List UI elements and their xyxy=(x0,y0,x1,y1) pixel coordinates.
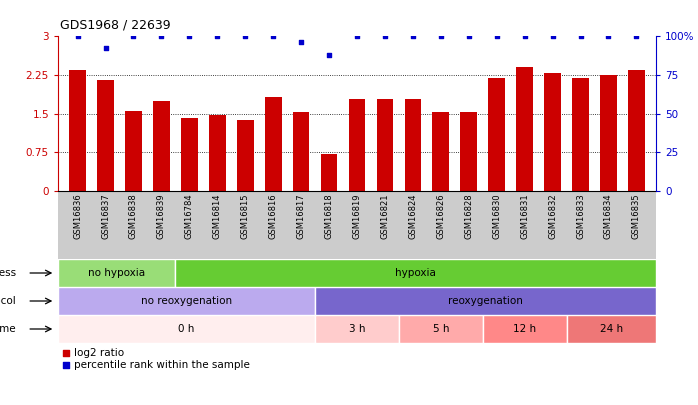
Point xyxy=(211,33,223,39)
Bar xyxy=(572,78,589,191)
Text: GSM16826: GSM16826 xyxy=(436,194,445,239)
Bar xyxy=(69,70,86,191)
Bar xyxy=(181,117,198,191)
Text: GSM16833: GSM16833 xyxy=(576,194,585,239)
Bar xyxy=(265,97,281,191)
Point xyxy=(463,33,475,39)
Text: GSM16819: GSM16819 xyxy=(352,194,362,239)
Point xyxy=(323,51,334,58)
Text: GSM16817: GSM16817 xyxy=(297,194,306,239)
Point xyxy=(100,45,111,52)
Text: GSM16830: GSM16830 xyxy=(492,194,501,239)
Text: GDS1968 / 22639: GDS1968 / 22639 xyxy=(60,19,170,32)
Text: GSM16824: GSM16824 xyxy=(408,194,417,239)
Bar xyxy=(320,154,337,191)
Point xyxy=(547,33,558,39)
Point xyxy=(128,33,139,39)
Text: no hypoxia: no hypoxia xyxy=(88,268,145,278)
Bar xyxy=(600,75,617,191)
Bar xyxy=(97,80,114,191)
Text: 24 h: 24 h xyxy=(600,324,623,334)
Text: 0 h: 0 h xyxy=(179,324,195,334)
Point xyxy=(491,33,503,39)
Text: GSM16835: GSM16835 xyxy=(632,194,641,239)
Bar xyxy=(433,113,450,191)
Bar xyxy=(209,115,225,191)
Bar xyxy=(315,315,399,343)
Bar xyxy=(517,67,533,191)
Point xyxy=(351,33,362,39)
Text: stress: stress xyxy=(0,268,16,278)
Bar xyxy=(483,315,567,343)
Point xyxy=(267,33,279,39)
Point xyxy=(295,39,306,45)
Text: 3 h: 3 h xyxy=(349,324,365,334)
Bar xyxy=(292,113,309,191)
Point xyxy=(436,33,447,39)
Text: log2 ratio: log2 ratio xyxy=(74,348,124,358)
Bar xyxy=(153,100,170,191)
Bar xyxy=(405,99,422,191)
Point xyxy=(184,33,195,39)
Text: GSM16839: GSM16839 xyxy=(157,194,166,239)
Bar xyxy=(237,120,253,191)
Bar xyxy=(461,113,477,191)
Text: GSM16814: GSM16814 xyxy=(213,194,222,239)
Point xyxy=(519,33,530,39)
Text: reoxygenation: reoxygenation xyxy=(448,296,523,306)
Text: GSM16821: GSM16821 xyxy=(380,194,389,239)
Bar xyxy=(628,70,645,191)
Bar xyxy=(315,287,656,315)
Text: no reoxygenation: no reoxygenation xyxy=(141,296,232,306)
Point xyxy=(61,350,72,356)
Bar xyxy=(376,99,394,191)
Bar xyxy=(567,315,656,343)
Bar xyxy=(125,111,142,191)
Point xyxy=(379,33,390,39)
Text: GSM16834: GSM16834 xyxy=(604,194,613,239)
Text: GSM16838: GSM16838 xyxy=(129,194,138,239)
Bar xyxy=(58,287,315,315)
Point xyxy=(575,33,586,39)
Bar xyxy=(399,315,483,343)
Point xyxy=(156,33,167,39)
Text: 5 h: 5 h xyxy=(433,324,449,334)
Text: time: time xyxy=(0,324,16,334)
Text: GSM16831: GSM16831 xyxy=(520,194,529,239)
Text: GSM16816: GSM16816 xyxy=(269,194,278,239)
Point xyxy=(408,33,419,39)
Text: GSM16832: GSM16832 xyxy=(548,194,557,239)
Point xyxy=(61,362,72,368)
Text: protocol: protocol xyxy=(0,296,16,306)
Bar xyxy=(58,315,315,343)
Bar xyxy=(348,99,365,191)
Text: GSM16837: GSM16837 xyxy=(101,194,110,239)
Point xyxy=(72,33,83,39)
Point xyxy=(239,33,251,39)
Text: GSM16815: GSM16815 xyxy=(241,194,250,239)
Text: GSM16818: GSM16818 xyxy=(325,194,334,239)
Text: percentile rank within the sample: percentile rank within the sample xyxy=(74,360,250,370)
Text: GSM16836: GSM16836 xyxy=(73,194,82,239)
Text: GSM16828: GSM16828 xyxy=(464,194,473,239)
Bar xyxy=(489,78,505,191)
Bar xyxy=(58,259,175,287)
Point xyxy=(631,33,642,39)
Text: GSM16784: GSM16784 xyxy=(185,194,194,239)
Text: hypoxia: hypoxia xyxy=(395,268,436,278)
Point xyxy=(603,33,614,39)
Bar xyxy=(544,73,561,191)
Bar xyxy=(175,259,656,287)
Text: 12 h: 12 h xyxy=(513,324,536,334)
